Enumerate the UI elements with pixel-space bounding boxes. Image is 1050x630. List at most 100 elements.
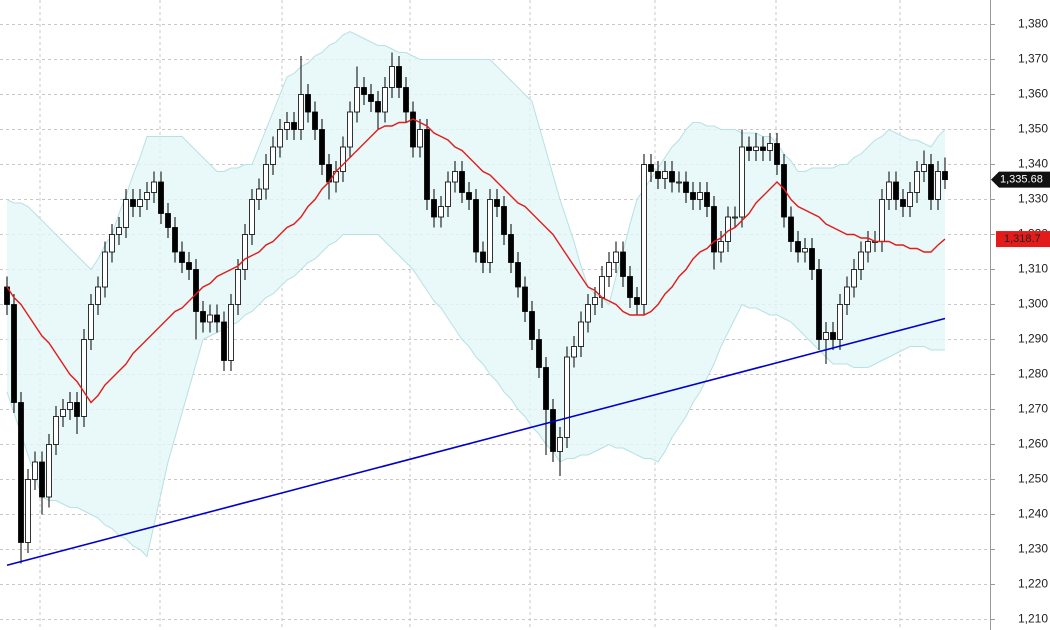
candle-body xyxy=(382,87,388,113)
candle-body xyxy=(844,286,850,305)
candle-body xyxy=(585,304,591,323)
candle-body xyxy=(291,122,297,130)
candle-body xyxy=(851,269,857,288)
moving-average xyxy=(6,118,946,404)
candle-body xyxy=(410,111,416,148)
candle-body xyxy=(830,332,836,340)
candle-body xyxy=(655,171,661,179)
candle-body xyxy=(781,164,787,218)
candle-body xyxy=(445,181,451,207)
candle-body xyxy=(676,181,682,184)
candle-body xyxy=(466,192,472,200)
y-tick-label: 1,260 xyxy=(1018,437,1048,451)
candle-body xyxy=(536,339,542,368)
candle-body xyxy=(753,146,759,151)
candle-body xyxy=(550,409,556,452)
y-tick-label: 1,380 xyxy=(1018,17,1048,31)
candle-body xyxy=(438,206,444,218)
candle-body xyxy=(74,402,80,417)
candle-body xyxy=(249,199,255,235)
candle-body xyxy=(473,199,479,253)
candle-body xyxy=(725,216,731,242)
candle-body xyxy=(739,146,745,218)
candle-body xyxy=(613,251,619,263)
candle-body xyxy=(732,216,738,219)
candle-body xyxy=(690,192,696,200)
ma-price-label: 1,318.7 xyxy=(1004,233,1041,245)
candle-body xyxy=(767,143,773,151)
candle-body xyxy=(760,146,766,151)
candle-body xyxy=(67,402,73,410)
candle-body xyxy=(375,101,381,113)
candle-body xyxy=(627,276,633,298)
candle-body xyxy=(648,164,654,172)
y-tick-label: 1,270 xyxy=(1018,402,1048,416)
candle-body xyxy=(123,199,129,228)
y-tick-label: 1,350 xyxy=(1018,122,1048,136)
candle-body xyxy=(11,304,17,403)
candle-body xyxy=(312,111,318,130)
y-tick-label: 1,340 xyxy=(1018,157,1048,171)
candle-body xyxy=(424,129,430,200)
candle-body xyxy=(165,213,171,228)
candle-body xyxy=(802,248,808,253)
candle-body xyxy=(543,367,549,410)
candle-body xyxy=(788,216,794,242)
candle-body xyxy=(88,304,94,340)
last-price-label: 1,335.68 xyxy=(1000,174,1043,186)
candle-body xyxy=(907,192,913,207)
candle-body xyxy=(662,171,668,179)
candle-body xyxy=(32,461,38,480)
candle-body xyxy=(151,181,157,193)
candle-body xyxy=(207,314,213,323)
candle-body xyxy=(347,111,353,148)
candle-body xyxy=(487,199,493,263)
candle-body xyxy=(263,164,269,190)
candle-body xyxy=(774,143,780,165)
candle-body xyxy=(39,461,45,498)
y-tick-label: 1,280 xyxy=(1018,367,1048,381)
candle-body xyxy=(270,146,276,165)
candle-body xyxy=(172,227,178,253)
candle-body xyxy=(865,241,871,253)
candle-body xyxy=(592,297,598,305)
y-tick-label: 1,330 xyxy=(1018,192,1048,206)
candle-body xyxy=(480,251,486,263)
candle-body xyxy=(571,346,577,358)
candle-body xyxy=(683,181,689,193)
candle-body xyxy=(746,146,752,151)
band-edge xyxy=(6,30,946,306)
candle-body xyxy=(228,304,234,361)
candle-body xyxy=(718,241,724,253)
candle-body xyxy=(816,269,822,340)
candle-body xyxy=(522,286,528,312)
candle-body xyxy=(599,276,605,298)
y-tick-label: 1,220 xyxy=(1018,577,1048,591)
candle-body xyxy=(186,262,192,270)
candle-body xyxy=(214,314,220,323)
candle-body xyxy=(823,332,829,340)
y-tick-label: 1,360 xyxy=(1018,87,1048,101)
candle-body xyxy=(417,129,423,148)
candle-body xyxy=(158,181,164,214)
candle-body xyxy=(109,234,115,253)
y-tick-label: 1,250 xyxy=(1018,472,1048,486)
candle-body xyxy=(235,269,241,305)
ma-price-tag xyxy=(996,231,1050,248)
candle-body xyxy=(284,122,290,130)
candle-body xyxy=(529,311,535,340)
candle-body xyxy=(298,94,304,130)
candle-body xyxy=(431,199,437,218)
candle-body xyxy=(144,192,150,200)
candle-body xyxy=(319,129,325,165)
candle-body xyxy=(564,356,570,438)
candle-body xyxy=(669,171,675,183)
candle-body xyxy=(242,234,248,270)
candle-body xyxy=(893,181,899,200)
candle-body xyxy=(130,199,136,207)
candle-body xyxy=(200,311,206,323)
candle-body xyxy=(221,321,227,361)
candle-body xyxy=(193,269,199,312)
candle-body xyxy=(508,234,514,263)
